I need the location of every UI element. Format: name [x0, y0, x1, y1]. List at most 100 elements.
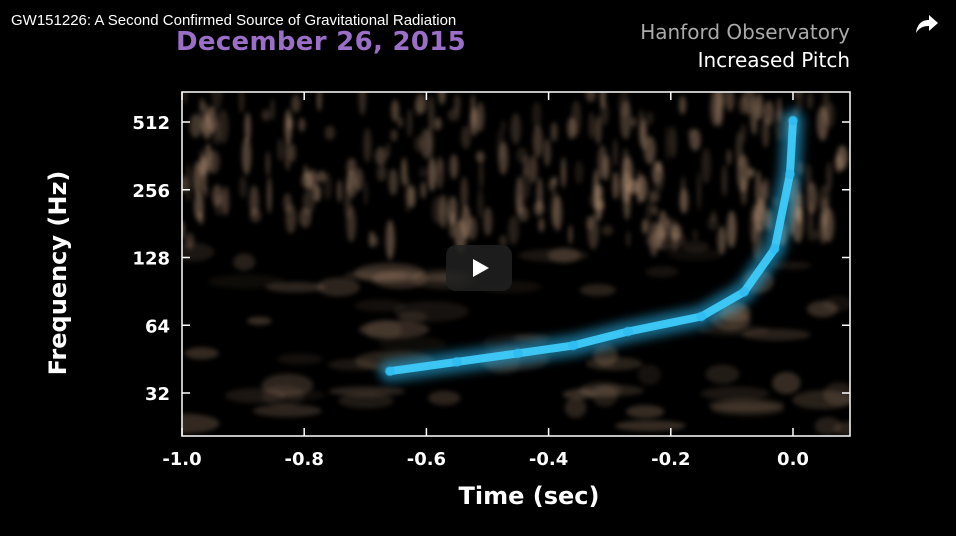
noise-blob [338, 393, 394, 409]
noise-streak [552, 175, 558, 187]
noise-streak [648, 188, 654, 217]
noise-streak [428, 157, 437, 192]
signal-point [451, 356, 462, 367]
video-title[interactable]: GW151226: A Second Confirmed Source of G… [11, 12, 457, 29]
noise-streak [267, 176, 272, 214]
noise-streak [589, 192, 601, 208]
signal-point [784, 169, 795, 180]
noise-streak [795, 92, 804, 114]
noise-streak [386, 142, 391, 159]
noise-streak [434, 117, 442, 131]
noise-streak [806, 181, 818, 215]
noise-streak [401, 157, 408, 186]
noise-streak [354, 168, 364, 191]
noise-streak [207, 150, 220, 174]
noise-streak [761, 181, 767, 214]
x-tick-label: -0.8 [285, 449, 324, 470]
noise-streak [819, 184, 830, 213]
noise-streak [284, 139, 291, 171]
noise-streak [618, 92, 630, 118]
noise-streak [594, 116, 602, 145]
share-arrow-icon[interactable] [914, 10, 940, 36]
noise-blob [614, 420, 686, 432]
noise-streak [701, 147, 711, 184]
play-button[interactable] [446, 245, 512, 291]
noise-streak [368, 231, 376, 248]
noise-blob [806, 301, 839, 318]
signal-point [568, 340, 579, 351]
noise-streak [317, 92, 322, 112]
noise-streak [718, 92, 727, 109]
noise-streak [244, 112, 251, 142]
noise-streak [517, 206, 529, 222]
noise-streak [303, 164, 308, 178]
noise-streak [358, 92, 367, 116]
noise-blob [233, 253, 256, 271]
pitch-mode-label: Increased Pitch [697, 48, 850, 72]
noise-streak [277, 138, 284, 162]
noise-streak [501, 120, 506, 132]
noise-streak [316, 170, 327, 183]
noise-blob [708, 398, 785, 412]
noise-streak [763, 100, 775, 126]
noise-streak [816, 106, 829, 141]
noise-blob [182, 242, 215, 262]
noise-streak [644, 111, 654, 126]
noise-streak [284, 109, 292, 145]
noise-streak [265, 151, 271, 177]
noise-streak [696, 171, 702, 211]
noise-streak [298, 117, 306, 132]
noise-blob [393, 301, 469, 322]
noise-streak [478, 159, 484, 190]
noise-streak [679, 188, 689, 214]
plot-frame [181, 91, 851, 437]
noise-streak [523, 154, 529, 177]
noise-streak [550, 122, 558, 142]
noise-streak [476, 151, 485, 163]
signal-point [769, 243, 780, 254]
noise-streak [407, 185, 416, 208]
noise-streak [652, 162, 665, 192]
noise-streak [721, 164, 727, 198]
noise-streak [753, 204, 759, 233]
noise-blob [741, 328, 811, 341]
x-axis-label: Time (sec) [458, 482, 600, 510]
noise-streak [449, 154, 459, 179]
noise-streak [536, 177, 543, 213]
noise-streak [665, 125, 670, 161]
noise-streak [599, 92, 606, 109]
noise-blob [208, 274, 285, 289]
noise-streak [324, 172, 332, 201]
noise-streak [571, 100, 582, 137]
noise-streak [385, 219, 395, 260]
noise-streak [477, 188, 484, 219]
y-tick-label: 256 [132, 181, 170, 202]
noise-streak [239, 92, 245, 114]
noise-blob [247, 316, 272, 325]
noise-streak [528, 155, 538, 184]
noise-blob [667, 248, 725, 261]
noise-blob [585, 356, 643, 371]
noise-streak [669, 126, 677, 159]
signal-point [513, 348, 524, 359]
noise-streak [755, 93, 763, 120]
noise-streak [834, 154, 843, 173]
noise-streak [270, 98, 275, 121]
noise-streak [249, 207, 262, 223]
noise-streak [337, 179, 342, 203]
noise-blob [792, 390, 850, 410]
noise-blob [354, 263, 426, 283]
noise-streak [499, 234, 507, 248]
noise-streak [453, 94, 461, 114]
noise-streak [221, 186, 230, 216]
noise-streak [467, 216, 478, 241]
noise-streak [206, 142, 211, 171]
noise-streak [363, 128, 372, 163]
noise-streak [538, 218, 545, 232]
noise-blob [645, 266, 679, 278]
noise-streak [568, 225, 573, 245]
noise-streak [363, 181, 368, 206]
noise-streak [420, 181, 427, 199]
noise-streak [749, 95, 758, 135]
